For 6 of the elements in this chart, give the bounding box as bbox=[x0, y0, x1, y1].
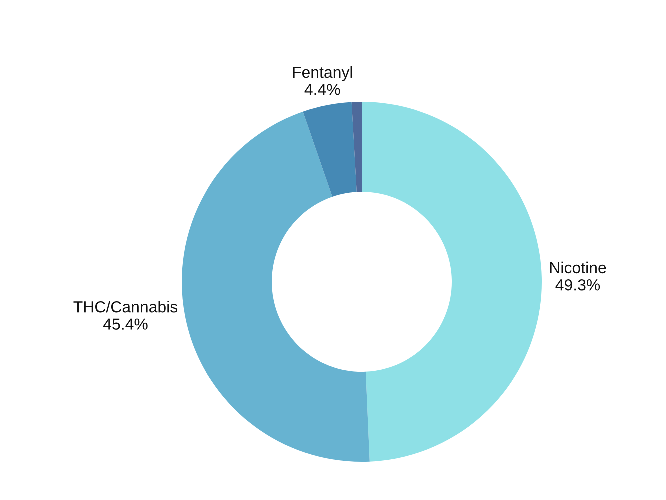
slice-label: Fentanyl bbox=[293, 66, 352, 82]
data-label: 45.4% bbox=[103, 318, 148, 330]
slice-label: THC/Cannabis bbox=[74, 301, 178, 313]
data-label: 4.4% bbox=[304, 84, 340, 96]
data-label: 49.3% bbox=[556, 279, 600, 291]
slice-label: Nicotine bbox=[550, 262, 606, 274]
